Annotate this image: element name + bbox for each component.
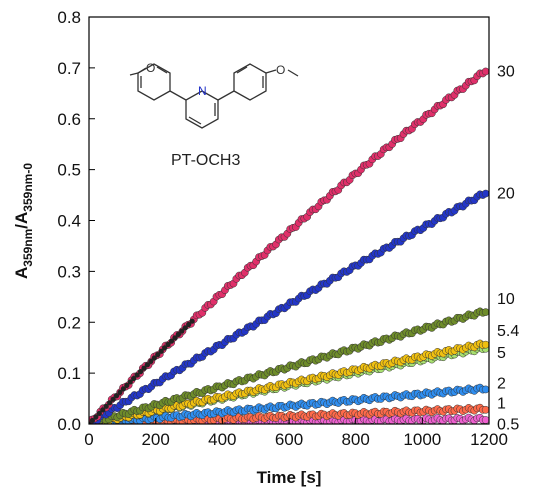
series-label: 1 [497, 396, 506, 413]
y-tick-label: 0.0 [57, 415, 81, 434]
ticks-layer: 0 200 400 600 800 1000 1200 0.0 0.1 0.2 0.3 0.4 0.5 0… [57, 8, 508, 449]
data-point [481, 405, 489, 414]
data-point [89, 417, 96, 424]
data-point [134, 372, 140, 378]
data-point [127, 379, 133, 385]
data-point [186, 321, 192, 328]
data-point [182, 325, 188, 331]
data-point [481, 385, 489, 394]
data-point [93, 414, 99, 420]
data-point [117, 389, 123, 395]
y-axis-title-mid: /A [12, 212, 31, 229]
y-axis-title-sub2: 359nm-0 [21, 163, 35, 212]
data-point [481, 67, 489, 76]
series-layer [89, 67, 489, 424]
series-labels-layer: 30 20 10 5.4 5 2 1 0.5 [497, 63, 519, 433]
y-axis-title-sub1: 359nm [21, 229, 35, 267]
aryl-link-left [169, 90, 187, 101]
x-tick-label: 600 [275, 430, 303, 449]
x-axis-title: Time [s] [257, 468, 322, 487]
y-tick-label: 0.7 [57, 59, 81, 78]
compound-label: PT-OCH3 [171, 152, 240, 169]
series-label: 5.4 [497, 323, 519, 340]
data-point [113, 393, 120, 399]
nitrogen-label: N [198, 84, 207, 98]
oxygen-label-left: O [146, 61, 155, 75]
data-point [144, 362, 151, 368]
data-point [107, 400, 113, 406]
series-label: 20 [497, 186, 515, 203]
data-point [189, 318, 195, 324]
y-tick-label: 0.2 [57, 313, 81, 332]
data-point [175, 331, 181, 338]
molecule-structure [129, 63, 299, 129]
phenyl-double-bond [236, 66, 248, 74]
data-point [148, 358, 154, 364]
data-point [481, 308, 489, 316]
x-tick-label: 800 [341, 430, 369, 449]
phenyl-double-bond [156, 66, 168, 74]
data-point [481, 416, 489, 424]
data-point [172, 335, 178, 341]
series-label: 30 [497, 63, 515, 80]
y-tick-label: 0.6 [57, 110, 81, 129]
x-tick-label: 400 [208, 430, 236, 449]
methoxy-bond-left [137, 67, 147, 74]
data-point [141, 365, 147, 371]
series-label: 0.5 [497, 416, 519, 433]
data-point [158, 348, 164, 354]
series-label: 5 [497, 345, 506, 362]
data-point [124, 382, 130, 389]
data-point [103, 403, 109, 409]
data-point [481, 340, 489, 349]
data-point [100, 407, 106, 413]
methyl-bond-left [129, 72, 139, 76]
x-tick-label: 0 [84, 430, 93, 449]
y-tick-label: 0.3 [57, 262, 81, 281]
data-point [120, 386, 126, 392]
y-axis-title: A359nm/A359nm-0 [12, 163, 35, 279]
y-tick-label: 0.4 [57, 212, 81, 231]
y-tick-label: 0.1 [57, 364, 81, 383]
methoxy-bond-right [265, 69, 277, 74]
data-point [165, 341, 171, 348]
data-point [96, 410, 102, 416]
data-point [168, 338, 175, 344]
y-tick-label: 0.5 [57, 161, 81, 180]
series-label: 2 [497, 375, 506, 392]
y-axis-title-main: A [12, 267, 31, 279]
data-point [155, 352, 161, 358]
x-tick-label: 200 [141, 430, 169, 449]
x-tick-label: 1200 [470, 430, 508, 449]
data-point [179, 328, 185, 334]
pyridine-double-bond [188, 116, 202, 125]
x-tick-label: 1000 [403, 430, 441, 449]
data-point [481, 189, 489, 198]
data-point [151, 355, 157, 361]
aryl-link-right [217, 90, 235, 101]
methyl-bond-right [287, 69, 299, 77]
y-tick-label: 0.8 [57, 8, 81, 27]
data-point [162, 345, 168, 351]
data-point [131, 375, 137, 382]
oxygen-label-right: O [276, 63, 285, 77]
series-label: 10 [497, 291, 515, 308]
data-point [137, 369, 144, 375]
data-point [110, 396, 116, 402]
data-point [89, 421, 92, 424]
